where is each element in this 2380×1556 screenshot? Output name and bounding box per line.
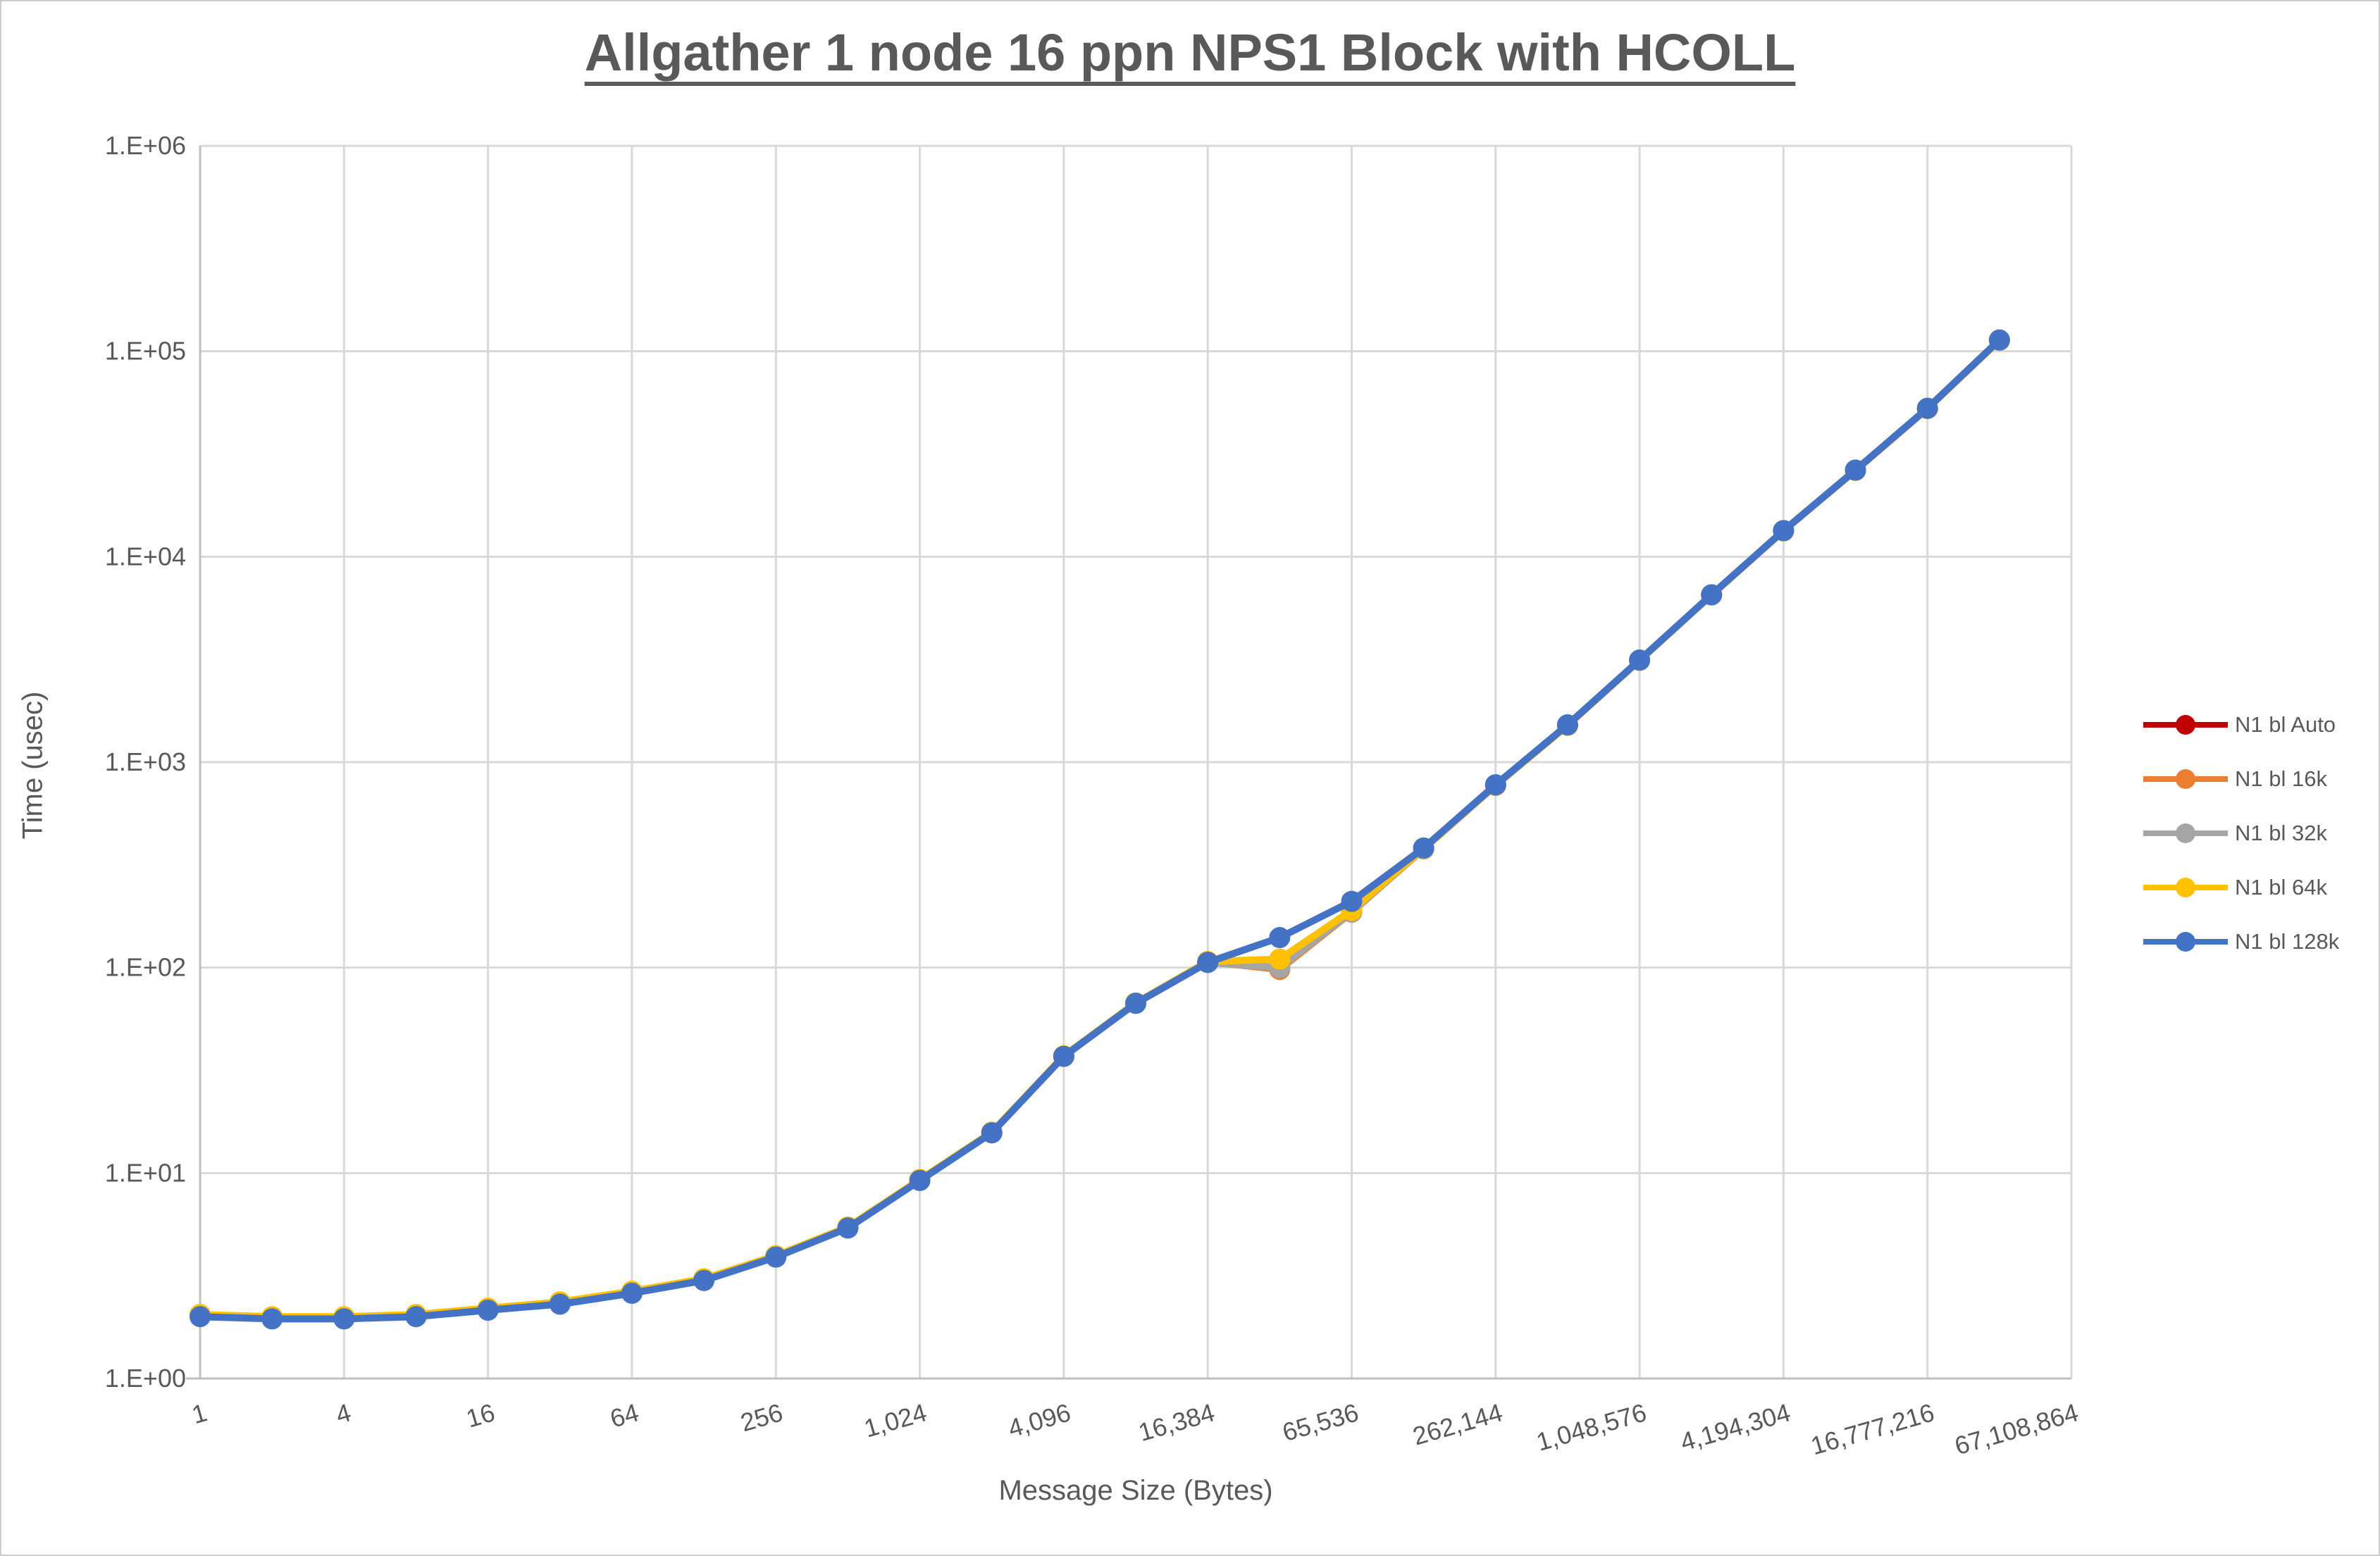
y-tick-label: 1.E+03: [105, 747, 186, 776]
data-point: [1916, 397, 1938, 419]
y-axis-title: Time (usec): [17, 691, 49, 840]
data-point: [1988, 329, 2010, 351]
x-tick-label: 256: [737, 1398, 786, 1437]
data-point: [1341, 890, 1363, 912]
data-point: [1413, 837, 1434, 859]
y-tick-label: 1.E+05: [105, 337, 186, 366]
legend-swatch: [2143, 878, 2228, 897]
data-point: [1556, 714, 1578, 735]
x-tick-label: 1,024: [861, 1398, 930, 1443]
y-tick-label: 1.E+00: [105, 1364, 186, 1393]
x-tick-label: 1,048,576: [1533, 1398, 1649, 1457]
data-point: [981, 1122, 1003, 1144]
y-tick-label: 1.E+02: [105, 953, 186, 982]
legend-swatch: [2143, 769, 2228, 789]
data-point: [405, 1306, 427, 1328]
legend-label: N1 bl 16k: [2235, 766, 2327, 791]
data-point: [693, 1269, 715, 1291]
series-n1-bl-128k: [190, 329, 2010, 1330]
x-tick-label: 4,096: [1005, 1398, 1074, 1443]
legend-label: N1 bl Auto: [2235, 712, 2336, 737]
x-axis-title: Message Size (Bytes): [998, 1475, 1273, 1506]
x-tick-label: 64: [607, 1398, 642, 1433]
x-tick-labels: 1 4 16 64 256 1,024 4,096 16,384 65,536 262,144 1,…: [189, 1398, 2082, 1460]
data-point: [621, 1282, 643, 1304]
x-tick-label: 67,108,864: [1952, 1398, 2082, 1460]
x-tick-label: 4,194,304: [1677, 1398, 1793, 1457]
data-point: [765, 1246, 787, 1268]
data-point: [190, 1306, 211, 1328]
axis-lines: [186, 146, 2071, 1380]
legend-label: N1 bl 32k: [2235, 821, 2327, 845]
y-tick-labels: 1.E+00 1.E+01 1.E+02 1.E+03 1.E+04 1.E+05 1.E+…: [105, 131, 186, 1393]
x-tick-label: 16,777,216: [1807, 1398, 1938, 1460]
series-n1-bl-32k: [190, 330, 2010, 1328]
data-point: [1053, 1045, 1074, 1067]
data-point: [477, 1300, 499, 1321]
x-tick-label: 65,536: [1279, 1398, 1362, 1447]
series-n1-bl-64k: [190, 329, 2010, 1328]
data-point: [1701, 584, 1723, 606]
legend-label: N1 bl 64k: [2235, 875, 2327, 900]
data-point: [1629, 649, 1651, 671]
chart-title: Allgather 1 node 16 ppn NPS1 Block with …: [584, 23, 1796, 82]
x-tick-label: 1: [189, 1398, 211, 1429]
data-point: [333, 1308, 355, 1330]
x-tick-label: 16,384: [1135, 1398, 1217, 1447]
series-n1-bl-16k: [190, 330, 2010, 1328]
data-point: [549, 1293, 571, 1315]
y-tick-label: 1.E+06: [105, 131, 186, 160]
x-tick-label: 262,144: [1410, 1398, 1506, 1450]
legend-swatch: [2143, 715, 2228, 735]
series-n1-bl-auto: [190, 330, 2010, 1329]
y-tick-label: 1.E+04: [105, 542, 186, 571]
x-tick-label: 4: [333, 1398, 354, 1429]
chart-legend: N1 bl Auto N1 bl 16k N1 bl 32k N1 bl 64k N1 …: [2131, 1, 2379, 1555]
data-point: [1125, 992, 1146, 1014]
data-point: [1485, 774, 1506, 796]
x-tick-label: 16: [463, 1398, 498, 1433]
legend-swatch: [2143, 932, 2228, 952]
data-point: [909, 1169, 931, 1191]
data-point: [1773, 520, 1795, 542]
data-point: [261, 1308, 283, 1330]
data-point: [837, 1217, 859, 1239]
data-point: [1197, 952, 1219, 973]
legend-swatch: [2143, 823, 2228, 843]
y-tick-label: 1.E+01: [105, 1158, 186, 1187]
gridlines: [199, 144, 2073, 1380]
legend-label: N1 bl 128k: [2235, 929, 2340, 954]
data-point: [1845, 459, 1866, 481]
data-point: [1269, 927, 1291, 949]
data-point: [1269, 948, 1291, 970]
